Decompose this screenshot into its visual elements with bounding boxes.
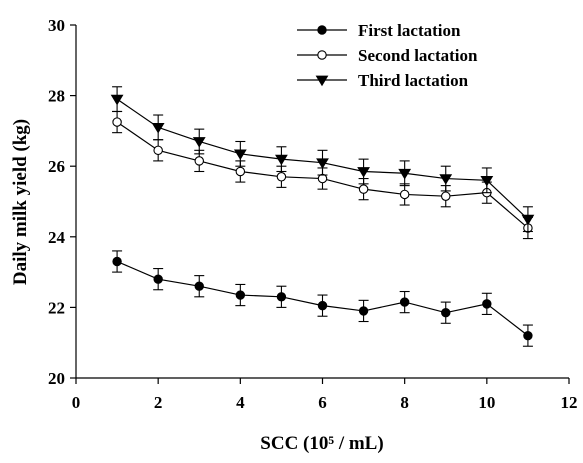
data-point <box>441 307 451 318</box>
data-point <box>523 330 533 341</box>
data-point <box>110 94 124 106</box>
legend-label: First lactation <box>358 21 461 40</box>
data-point <box>358 306 369 316</box>
y-tick-label: 24 <box>48 228 66 247</box>
x-axis-title: SCC (10⁵ / mL) <box>260 433 383 454</box>
data-point <box>317 300 328 311</box>
data-point <box>358 184 369 194</box>
data-point <box>235 290 246 300</box>
series-3 <box>110 86 535 233</box>
data-point <box>192 137 206 148</box>
data-point <box>357 167 370 178</box>
y-tick-label: 28 <box>48 87 65 106</box>
x-tick-label: 10 <box>478 393 495 412</box>
legend-marker <box>317 25 327 35</box>
x-tick-label: 8 <box>400 393 409 412</box>
y-tick-label: 20 <box>48 369 65 388</box>
data-point <box>194 281 204 291</box>
series-2 <box>112 110 533 240</box>
y-tick-label: 26 <box>48 157 65 176</box>
legend-item: First lactation <box>297 21 461 40</box>
data-point <box>275 154 288 166</box>
data-point <box>276 172 287 182</box>
legend-label: Third lactation <box>358 71 469 90</box>
y-tick-label: 22 <box>48 298 65 317</box>
data-point <box>112 256 122 267</box>
data-point <box>153 274 163 284</box>
data-point <box>482 299 492 309</box>
data-point <box>440 191 451 201</box>
x-tick-label: 0 <box>72 393 81 412</box>
y-tick-label: 30 <box>48 16 65 35</box>
legend-item: Third lactation <box>297 71 469 90</box>
data-point <box>480 175 494 187</box>
legend-marker <box>317 50 327 60</box>
legend-marker <box>315 75 329 87</box>
data-point <box>276 292 287 302</box>
x-tick-label: 2 <box>154 393 163 412</box>
data-point <box>233 149 247 161</box>
legend: First lactation Second lactation Third lac… <box>297 21 478 90</box>
data-point <box>316 158 329 169</box>
legend-label: Second lactation <box>358 46 478 65</box>
x-tick-label: 4 <box>236 393 245 412</box>
data-point <box>399 189 410 200</box>
data-point <box>398 168 412 180</box>
data-point <box>194 156 205 166</box>
data-point <box>235 166 246 177</box>
data-point <box>153 145 163 156</box>
data-point <box>112 117 122 127</box>
data-point <box>151 123 165 134</box>
data-point <box>317 173 328 184</box>
data-point <box>439 174 453 185</box>
y-axis-title: Daily milk yield (kg) <box>10 119 31 285</box>
series-layer <box>110 86 535 347</box>
x-tick-label: 12 <box>561 393 578 412</box>
series-1 <box>112 250 533 347</box>
data-point <box>399 297 410 307</box>
data-point <box>521 214 535 226</box>
x-tick-label: 6 <box>318 393 327 412</box>
legend-item: Second lactation <box>297 46 478 65</box>
